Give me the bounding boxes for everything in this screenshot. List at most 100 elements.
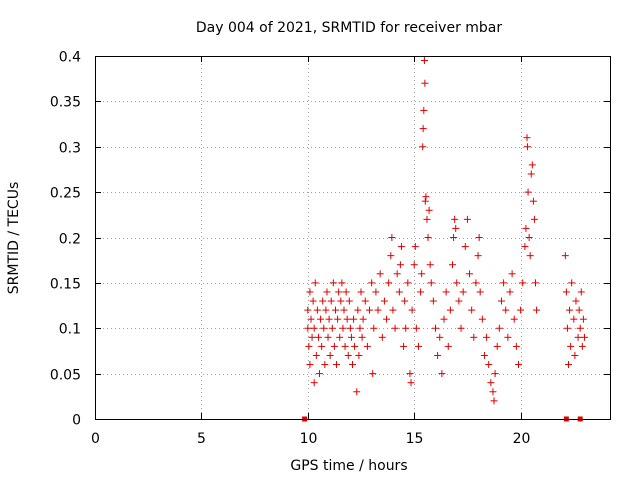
data-point bbox=[327, 297, 335, 305]
x-tick-label: 20 bbox=[513, 431, 531, 447]
x-axis-label: GPS time / hours bbox=[290, 458, 407, 474]
data-point bbox=[506, 288, 514, 296]
data-point bbox=[461, 243, 469, 251]
data-point bbox=[388, 234, 396, 241]
data-point bbox=[480, 351, 488, 359]
data-point bbox=[393, 270, 401, 278]
data-point bbox=[524, 188, 532, 196]
data-point bbox=[410, 261, 418, 269]
data-point bbox=[363, 342, 371, 350]
data-point bbox=[349, 361, 356, 369]
data-point bbox=[344, 351, 352, 359]
data-point bbox=[528, 161, 536, 169]
data-point bbox=[502, 306, 510, 314]
data-point bbox=[452, 224, 460, 232]
data-point bbox=[308, 333, 316, 341]
data-point bbox=[343, 315, 351, 323]
data-point bbox=[517, 306, 525, 314]
data-point bbox=[580, 333, 588, 341]
data-point bbox=[335, 288, 343, 296]
data-point bbox=[340, 306, 348, 314]
data-point bbox=[355, 351, 363, 359]
data-point bbox=[491, 370, 499, 378]
data-point bbox=[504, 333, 512, 341]
grid-lines bbox=[95, 56, 610, 419]
data-point bbox=[391, 324, 399, 332]
data-point bbox=[423, 215, 431, 223]
data-point bbox=[438, 370, 446, 378]
data-point bbox=[378, 333, 386, 341]
data-point bbox=[354, 306, 362, 314]
data-point bbox=[436, 333, 444, 341]
data-point bbox=[574, 333, 582, 341]
data-point bbox=[385, 279, 393, 287]
data-point bbox=[425, 206, 433, 214]
data-point bbox=[476, 288, 484, 296]
data-point bbox=[328, 324, 336, 332]
data-point bbox=[357, 288, 365, 296]
data-point bbox=[512, 342, 520, 350]
y-tick-label: 0.35 bbox=[50, 95, 81, 111]
data-point bbox=[339, 324, 347, 332]
data-point bbox=[440, 315, 448, 323]
data-point bbox=[478, 315, 486, 323]
data-point bbox=[376, 270, 384, 278]
data-point bbox=[572, 297, 580, 305]
data-point bbox=[322, 306, 330, 314]
data-point bbox=[310, 379, 318, 387]
data-point bbox=[353, 388, 361, 396]
data-point bbox=[566, 306, 574, 314]
data-point bbox=[366, 306, 374, 314]
y-tick-label: 0.3 bbox=[59, 141, 81, 157]
data-point bbox=[325, 315, 333, 323]
y-axis-label: SRMTID / TECUs bbox=[6, 182, 22, 295]
data-point bbox=[419, 143, 427, 151]
data-point bbox=[422, 193, 430, 201]
y-tick-label: 0.4 bbox=[59, 50, 81, 66]
data-point bbox=[323, 288, 331, 296]
data-point bbox=[429, 297, 437, 305]
data-point bbox=[311, 279, 319, 287]
data-point bbox=[345, 297, 353, 305]
data-point bbox=[408, 306, 416, 314]
data-point bbox=[346, 324, 354, 332]
data-point bbox=[474, 252, 482, 260]
data-point bbox=[306, 288, 314, 296]
data-point bbox=[571, 351, 579, 359]
data-point bbox=[412, 324, 420, 332]
data-point bbox=[316, 370, 324, 378]
data-point bbox=[356, 324, 364, 332]
data-point bbox=[463, 215, 471, 223]
x-tick-label: 5 bbox=[197, 431, 206, 447]
y-tick-label: 0.2 bbox=[59, 232, 81, 248]
data-point bbox=[406, 370, 414, 378]
data-point bbox=[341, 342, 349, 350]
data-point bbox=[407, 379, 415, 387]
data-point bbox=[372, 288, 380, 296]
data-point bbox=[497, 297, 505, 305]
data-point bbox=[472, 279, 480, 287]
data-point bbox=[304, 324, 312, 332]
data-point bbox=[313, 306, 321, 314]
data-point bbox=[418, 270, 426, 278]
data-point bbox=[457, 324, 465, 332]
data-point bbox=[337, 297, 345, 305]
data-point bbox=[312, 351, 320, 359]
data-point bbox=[420, 106, 428, 114]
data-point bbox=[317, 315, 325, 323]
data-point bbox=[442, 288, 450, 296]
data-point bbox=[370, 324, 378, 332]
data-point bbox=[333, 361, 341, 369]
data-point bbox=[514, 361, 522, 369]
data-point bbox=[523, 143, 531, 151]
data-point bbox=[523, 134, 531, 142]
data-point bbox=[342, 288, 350, 296]
x-tick-label: 10 bbox=[300, 431, 318, 447]
data-point bbox=[561, 252, 569, 260]
data-point bbox=[490, 397, 498, 405]
data-point bbox=[451, 215, 459, 223]
data-point bbox=[434, 351, 442, 359]
data-point bbox=[411, 243, 419, 251]
data-point bbox=[489, 388, 497, 396]
